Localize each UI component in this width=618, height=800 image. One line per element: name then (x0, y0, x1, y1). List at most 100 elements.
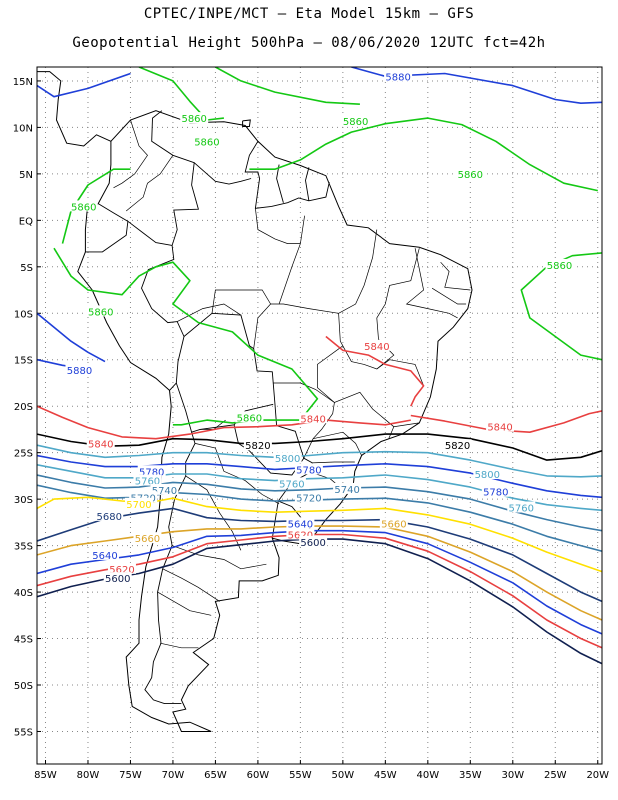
map-frame (36, 66, 603, 765)
lon-tick-label: 30W (501, 770, 524, 781)
contour-label-5640: 5640 (288, 519, 313, 530)
contour-label-bg (299, 412, 328, 424)
contour-label-5660: 5660 (381, 519, 406, 530)
lat-tick-label: 35S (14, 542, 33, 553)
lon-tick-label: 85W (34, 770, 57, 781)
contour-label-5860: 5860 (547, 261, 572, 272)
country-border (127, 220, 173, 246)
contour-label-bg (286, 517, 315, 529)
contour-label-bg (180, 112, 209, 124)
contour-label-5720: 5720 (296, 493, 321, 504)
contour-line-5740 (37, 474, 602, 532)
state-border (431, 287, 467, 305)
lat-tick-label: 10N (13, 123, 33, 134)
contour-label-5800: 5800 (475, 470, 500, 481)
contour-label-5860: 5860 (194, 137, 219, 148)
lat-tick-label: 10S (14, 309, 33, 320)
state-border (312, 461, 355, 464)
lon-tick-label: 40W (417, 770, 440, 781)
state-border (440, 261, 471, 291)
contour-label-bg (341, 114, 370, 126)
lat-tick-label: 5S (20, 263, 33, 274)
state-border (255, 208, 301, 244)
state-border (273, 382, 335, 459)
contour-label-bg (69, 200, 98, 212)
state-border (160, 642, 199, 649)
contour-label-5860: 5860 (181, 114, 206, 125)
lat-tick-label: 20S (14, 402, 33, 413)
contour-label-5860: 5860 (71, 202, 96, 213)
contour-label-bg (362, 339, 391, 351)
country-border (175, 382, 274, 433)
lat-tick-label: 5N (19, 170, 33, 181)
contour-label-5860: 5860 (458, 170, 483, 181)
contour-label-5700: 5700 (126, 500, 151, 511)
contour-label-bg (384, 70, 413, 82)
contour-label-bg (86, 437, 115, 449)
axis-tick-labels: 85W 80W 75W 70W 65W 60W 55W 50W 45W 40W 35W 30W 25W 2… (13, 77, 609, 781)
state-border (113, 119, 148, 189)
contour-label-5740: 5740 (334, 485, 359, 496)
contour-line-5860 (53, 247, 319, 426)
lon-tick-label: 55W (289, 770, 312, 781)
contour-label-bg (273, 452, 302, 464)
contour-label-5840: 5840 (88, 439, 113, 450)
contour-label-bg (95, 509, 124, 521)
contour-label-5740: 5740 (152, 486, 177, 497)
contour-label-bg (286, 528, 315, 540)
contour-label-5880: 5880 (385, 72, 410, 83)
contour-line-5700 (37, 496, 602, 573)
state-border (171, 545, 267, 570)
lon-tick-label: 50W (332, 770, 355, 781)
contour-label-bg (486, 420, 515, 432)
contour-label-5860: 5860 (88, 307, 113, 318)
contour-label-bg (150, 483, 179, 495)
contour-label-bg (333, 482, 362, 494)
contour-label-bg (481, 485, 510, 497)
country-border (244, 141, 330, 209)
lat-tick-label: 15S (14, 356, 33, 367)
contour-label-bg (107, 562, 136, 574)
contour-label-bg (294, 463, 323, 475)
contour-label-bg (235, 411, 264, 423)
contour-label-bg (129, 491, 158, 503)
country-border (144, 432, 196, 705)
lat-tick-label: 50S (14, 681, 33, 692)
lat-tick-label: 15N (13, 77, 33, 88)
lon-tick-label: 45W (374, 770, 397, 781)
contour-label-5860: 5860 (343, 117, 368, 128)
contour-line-5860 (249, 117, 598, 192)
contour-line-5800 (37, 444, 602, 478)
contour-label-bg (277, 477, 306, 489)
contour-line-5860 (61, 168, 131, 244)
contour-label-5780: 5780 (296, 465, 321, 476)
country-border (193, 162, 252, 185)
contour-label-5600: 5600 (300, 538, 325, 549)
contour-label-5660: 5660 (135, 534, 160, 545)
contour-label-bg (133, 474, 162, 486)
country-border (141, 110, 199, 391)
contour-label-bg (299, 535, 328, 547)
lat-tick-label: 45S (14, 635, 33, 646)
contour-label-5640: 5640 (92, 551, 117, 562)
lat-tick-label: 30S (14, 495, 33, 506)
map-title-line-1: CPTEC/INPE/MCT – Eta Model 15km – GFS (143, 6, 475, 22)
state-border (162, 568, 220, 602)
state-border (194, 443, 280, 505)
contour-label-5820: 5820 (245, 441, 270, 452)
state-border (376, 359, 424, 386)
contour-line-5860 (520, 252, 602, 361)
state-border (211, 289, 271, 314)
contour-label-bg (103, 572, 132, 584)
contour-label-bg (443, 439, 472, 451)
state-border (278, 215, 305, 305)
contour-line-5880 (37, 72, 131, 98)
contour-label-bg (90, 548, 119, 560)
contour-line-5860 (215, 67, 360, 105)
lat-lon-grid (37, 67, 602, 764)
contour-label-bg (456, 167, 485, 179)
geography-layer (37, 71, 473, 732)
contour-label-bg (545, 258, 574, 270)
contour-line-5840 (410, 410, 602, 433)
contour-label-bg (243, 439, 272, 451)
